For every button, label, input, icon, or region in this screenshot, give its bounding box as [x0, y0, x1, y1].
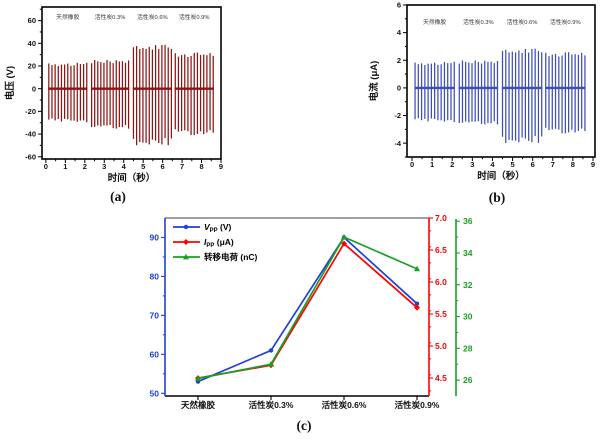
svg-text:-4: -4	[394, 139, 401, 148]
spike-group-0: 天然橡胶	[414, 18, 455, 123]
svg-text:3: 3	[470, 160, 474, 169]
spike-group-2: 活性炭0.6%	[501, 18, 543, 144]
svg-text:0: 0	[32, 84, 36, 93]
caption-c: (c)	[296, 418, 312, 433]
svg-text:活性炭0.6%: 活性炭0.6%	[507, 18, 538, 26]
svg-text:70: 70	[150, 310, 160, 320]
svg-text:6.5: 6.5	[435, 245, 447, 255]
svg-text:3: 3	[102, 162, 106, 171]
svg-text:7: 7	[551, 160, 555, 169]
svg-text:1: 1	[63, 162, 67, 171]
axes: 50 60 70 80 90 4.5 5.0 5.5 6.0 6.5 7.0 26 28 30 32 34 36…	[150, 213, 473, 410]
svg-text:6: 6	[531, 160, 535, 169]
svg-text:60: 60	[28, 16, 36, 25]
spike-group-3: 活性炭0.9%	[174, 13, 214, 136]
svg-text:活性炭0.3%: 活性炭0.3%	[249, 400, 294, 410]
svg-text:7.0: 7.0	[435, 213, 447, 223]
spike-group-3: 活性炭0.9%	[545, 18, 586, 134]
caption-a: (a)	[110, 189, 126, 204]
svg-text:电流 (μA): 电流 (μA)	[368, 61, 380, 102]
panel-c-summary-chart: 50 60 70 80 90 4.5 5.0 5.5 6.0 6.5 7.0 26 28 30 32 34 36…	[150, 213, 473, 410]
svg-text:4: 4	[397, 28, 402, 37]
spike-group-1: 活性炭0.3%	[90, 13, 130, 129]
svg-text:34: 34	[463, 248, 473, 258]
svg-text:60: 60	[150, 349, 160, 359]
svg-text:天然橡胶: 天然橡胶	[56, 13, 79, 21]
svg-text:6: 6	[161, 162, 165, 171]
svg-text:2: 2	[397, 56, 401, 65]
svg-text:4: 4	[122, 162, 127, 171]
panel-b-current-chart: 0 1 2 3 4 5 6 7 8 9 -4 -2 0 2 4 6 时间（秒） 电流 (μA) 天然橡胶 活性炭0.3…	[368, 1, 596, 182]
svg-text:VPP (V): VPP (V)	[204, 222, 232, 234]
svg-text:30: 30	[463, 312, 473, 322]
svg-text:36: 36	[463, 216, 473, 226]
svg-text:转移电荷 (nC): 转移电荷 (nC)	[204, 252, 258, 262]
svg-text:28: 28	[463, 343, 473, 353]
svg-text:IPP (μA): IPP (μA)	[204, 237, 234, 249]
svg-text:1: 1	[430, 160, 434, 169]
svg-text:天然橡胶: 天然橡胶	[423, 18, 446, 26]
svg-text:6.0: 6.0	[435, 277, 447, 287]
svg-text:活性炭0.6%: 活性炭0.6%	[322, 400, 367, 410]
axes: 0 1 2 3 4 5 6 7 8 9 -4 -2 0 2 4 6 时间（秒） 电流 (μA)	[368, 1, 596, 182]
svg-text:时间（秒）: 时间（秒）	[477, 170, 525, 182]
series-charge	[195, 233, 420, 381]
svg-text:活性炭0.3%: 活性炭0.3%	[95, 13, 126, 21]
svg-text:天然橡胶: 天然橡胶	[181, 400, 216, 410]
spike-group-1: 活性炭0.3%	[458, 18, 499, 125]
svg-text:4: 4	[490, 160, 495, 169]
svg-text:6: 6	[397, 1, 401, 10]
svg-text:0: 0	[44, 162, 48, 171]
svg-text:5: 5	[141, 162, 145, 171]
svg-text:9: 9	[591, 160, 595, 169]
panel-a-voltage-chart: 0 1 2 3 4 5 6 7 8 9 -60 -40 -20 0 20 40 60 时间（秒） 电压 (V) 天然橡…	[4, 6, 223, 184]
svg-text:2: 2	[450, 160, 454, 169]
svg-text:40: 40	[28, 39, 36, 48]
caption-b: (b)	[488, 190, 506, 205]
svg-text:7: 7	[180, 162, 184, 171]
svg-text:0: 0	[397, 84, 401, 93]
svg-text:80: 80	[150, 271, 160, 281]
svg-text:32: 32	[463, 280, 473, 290]
svg-text:-40: -40	[25, 130, 36, 139]
svg-text:活性炭0.3%: 活性炭0.3%	[463, 18, 494, 26]
svg-text:9: 9	[219, 162, 223, 171]
spike-group-0: 天然橡胶	[48, 13, 88, 123]
svg-text:0: 0	[410, 160, 414, 169]
svg-text:50: 50	[150, 388, 160, 398]
svg-text:5.0: 5.0	[435, 341, 447, 351]
svg-text:26: 26	[463, 375, 473, 385]
svg-text:活性炭0.9%: 活性炭0.9%	[179, 13, 210, 21]
svg-text:-60: -60	[25, 152, 36, 161]
svg-text:90: 90	[150, 232, 160, 242]
svg-text:8: 8	[571, 160, 575, 169]
svg-text:8: 8	[199, 162, 203, 171]
axes: 0 1 2 3 4 5 6 7 8 9 -60 -40 -20 0 20 40 60 时间（秒） 电压 (V)	[4, 6, 223, 184]
svg-text:4.5: 4.5	[435, 373, 447, 383]
svg-text:电压 (V): 电压 (V)	[4, 66, 16, 100]
spike-group-2: 活性炭0.6%	[132, 13, 173, 146]
svg-text:5.5: 5.5	[435, 309, 447, 319]
spike-bursts: 天然橡胶 活性炭0.3% 活性炭0.6% 活性炭0.9%	[414, 18, 586, 144]
svg-text:时间（秒）: 时间（秒）	[108, 172, 156, 184]
svg-text:20: 20	[28, 62, 36, 71]
svg-text:-2: -2	[394, 111, 401, 120]
svg-text:-20: -20	[25, 107, 36, 116]
svg-text:5: 5	[510, 160, 514, 169]
svg-text:活性炭0.9%: 活性炭0.9%	[395, 400, 440, 410]
svg-text:活性炭0.9%: 活性炭0.9%	[550, 18, 581, 26]
spike-bursts: 天然橡胶 活性炭0.3% 活性炭0.6% 活性炭0.9%	[48, 13, 214, 146]
legend: VPP (V) IPP (μA) 转移电荷 (nC)	[173, 222, 258, 262]
svg-text:2: 2	[83, 162, 87, 171]
svg-text:活性炭0.6%: 活性炭0.6%	[137, 13, 168, 21]
